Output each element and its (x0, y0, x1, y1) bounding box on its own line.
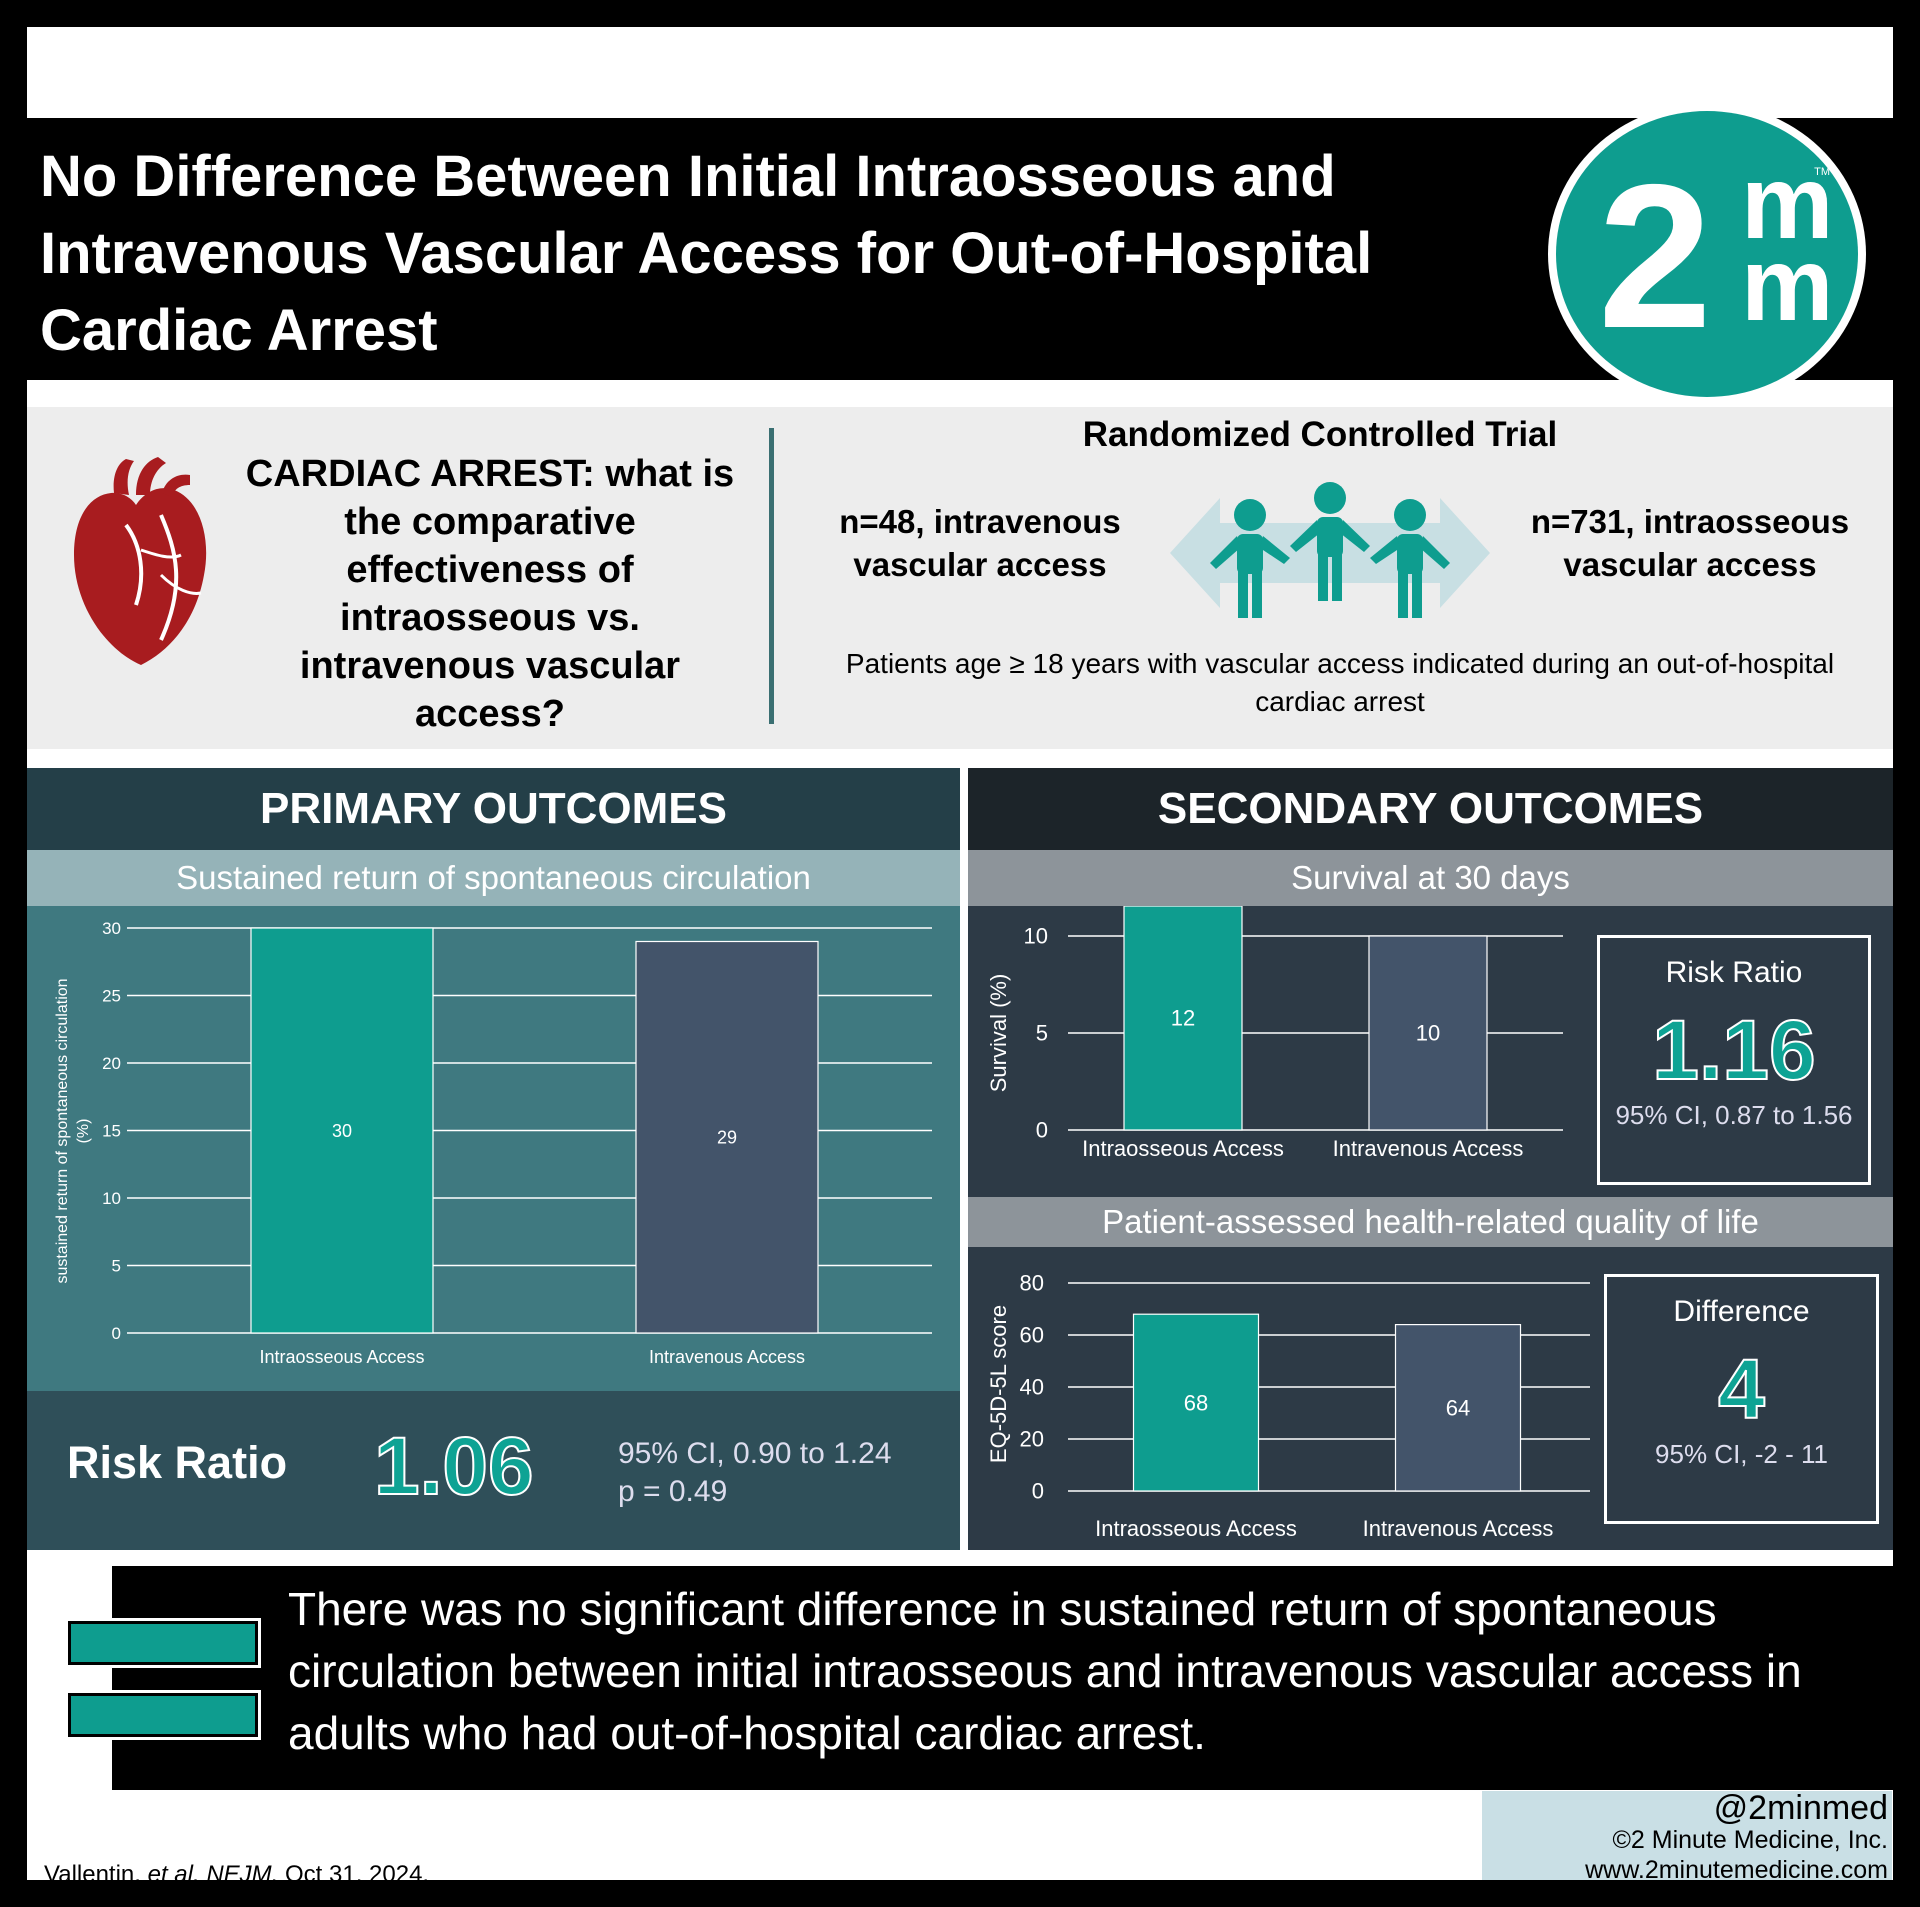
y-tick-label: 30 (102, 919, 121, 938)
y-tick-label: 15 (102, 1121, 121, 1140)
brand-logo: 2 m m TM (1548, 103, 1866, 405)
page-title: No Difference Between Initial Intraosseo… (40, 144, 1373, 363)
y-axis-label: Survival (%) (986, 974, 1011, 1093)
primary-rr-value: 1.06 (373, 1421, 535, 1513)
citation-journal: NEJM. (206, 1861, 279, 1888)
category-label: Intravenous Access (649, 1347, 805, 1367)
conclusion-banner (112, 1566, 1893, 1790)
primary-ci-text: 95% CI, 0.90 to 1.24 (618, 1437, 892, 1470)
y-tick-label: 5 (1036, 1021, 1048, 1046)
bar (1123, 906, 1243, 1131)
category-label: Intraosseous Access (1095, 1516, 1297, 1541)
survival-subheading: Survival at 30 days (968, 850, 1893, 906)
secondary-heading: SECONDARY OUTCOMES (968, 768, 1893, 850)
qol-result-box: Difference 4 95% CI, -2 - 11 (1604, 1274, 1879, 1524)
logo-letter-top: m (1741, 145, 1834, 261)
y-tick-label: 0 (1032, 1479, 1044, 1504)
category-label: Intravenous Access (1363, 1516, 1554, 1541)
y-tick-label: 20 (102, 1054, 121, 1073)
y-tick-label: 40 (1020, 1375, 1044, 1400)
y-tick-label: 10 (1024, 924, 1048, 949)
y-tick-label: 0 (1036, 1118, 1048, 1143)
brand-footer: @2minmed ©2 Minute Medicine, Inc. www.2m… (1482, 1789, 1892, 1884)
conclusion-text: There was no significant difference in s… (288, 1583, 1802, 1759)
citation: Vallentin, et al. NEJM. Oct 31, 2024. (44, 1861, 429, 1889)
survival-result-box: Risk Ratio 1.16 95% CI, 0.87 to 1.56 (1597, 935, 1871, 1185)
study-question: CARDIAC ARREST: what is the comparative … (245, 453, 735, 735)
bar (1394, 1323, 1522, 1492)
category-label: Intravenous Access (1333, 1136, 1524, 1161)
citation-authors: Vallentin, (44, 1861, 141, 1888)
info-divider (769, 428, 774, 724)
y-axis-label-line: (%) (75, 1119, 92, 1144)
y-tick-label: 10 (102, 1189, 121, 1208)
conclusion-stripe-top (68, 1621, 258, 1665)
y-axis-label: EQ-5D-5L score (986, 1305, 1011, 1463)
qol-diff-label: Difference (1673, 1295, 1810, 1328)
primary-ci: 95% CI, 0.90 to 1.24 p = 0.49 (618, 1435, 892, 1511)
survival-ci: 95% CI, 0.87 to 1.56 (1615, 1100, 1853, 1130)
study-population: Patients age ≥ 18 years with vascular ac… (845, 648, 1835, 717)
website-link[interactable]: www.2minutemedicine.com (1585, 1856, 1888, 1884)
y-tick-label: 60 (1020, 1323, 1044, 1348)
primary-subheading: Sustained return of spontaneous circulat… (27, 850, 960, 906)
copyright: ©2 Minute Medicine, Inc. (1612, 1826, 1889, 1854)
heart-icon (74, 457, 207, 665)
citation-etal: et al. (147, 1861, 200, 1888)
qol-subheading: Patient-assessed health-related quality … (968, 1197, 1893, 1247)
y-tick-label: 5 (112, 1256, 121, 1275)
qol-diff-value: 4 (1717, 1341, 1766, 1437)
arm-intraosseous: n=731, intraosseous vascular access (1530, 503, 1850, 583)
primary-rr-label: Risk Ratio (67, 1437, 288, 1488)
bar (1368, 935, 1488, 1131)
conclusion-stripe-bottom (68, 1693, 258, 1737)
data-label: 68 (1184, 1390, 1208, 1415)
y-tick-label: 80 (1020, 1271, 1044, 1296)
arm-intravenous: n=48, intravenous vascular access (839, 503, 1121, 583)
category-label: Intraosseous Access (1082, 1136, 1284, 1161)
primary-bar-chart: 0 5 10 15 20 25 30 30 Intraosseous Access 29 Intra… (54, 919, 932, 1367)
y-tick-label: 25 (102, 986, 121, 1005)
survival-rr-label: Risk Ratio (1665, 956, 1803, 989)
data-label: 12 (1171, 1006, 1195, 1031)
bar (1132, 1313, 1260, 1492)
y-tick-label: 0 (112, 1324, 121, 1343)
qol-bar-chart: 0 20 40 60 80 68 Intraosseous Access 64 Intraven… (986, 1271, 1590, 1541)
citation-date: Oct 31, 2024. (285, 1861, 430, 1888)
data-label: 64 (1446, 1396, 1470, 1421)
bar (250, 927, 434, 1334)
data-label: 30 (332, 1121, 352, 1141)
y-axis-label: sustained return of spontaneous circulat… (54, 978, 92, 1283)
logo-trademark: TM (1814, 166, 1830, 178)
y-axis-label-line: sustained return of spontaneous circulat… (54, 978, 71, 1283)
category-label: Intraosseous Access (259, 1347, 424, 1367)
data-label: 10 (1416, 1021, 1440, 1046)
primary-heading: PRIMARY OUTCOMES (27, 768, 960, 850)
data-label: 29 (717, 1128, 737, 1148)
primary-result-bar (27, 1391, 960, 1550)
logo-circle: 2 m m TM (1556, 111, 1858, 397)
study-info-panel (27, 407, 1893, 749)
y-tick-label: 20 (1020, 1427, 1044, 1452)
survival-bar-chart: 0 5 10 12 Intraosseous Access 10 Intravenous A… (986, 906, 1563, 1161)
logo-letter-bottom: m (1741, 227, 1834, 343)
social-handle: @2minmed (1713, 1789, 1888, 1827)
study-design: Randomized Controlled Trial (1082, 415, 1558, 454)
bar (635, 940, 819, 1334)
primary-p-value: p = 0.49 (618, 1475, 728, 1508)
people-icon (1170, 482, 1490, 618)
logo-digit: 2 (1598, 142, 1712, 371)
survival-rr-value: 1.16 (1651, 1002, 1817, 1098)
qol-ci: 95% CI, -2 - 11 (1655, 1439, 1828, 1469)
